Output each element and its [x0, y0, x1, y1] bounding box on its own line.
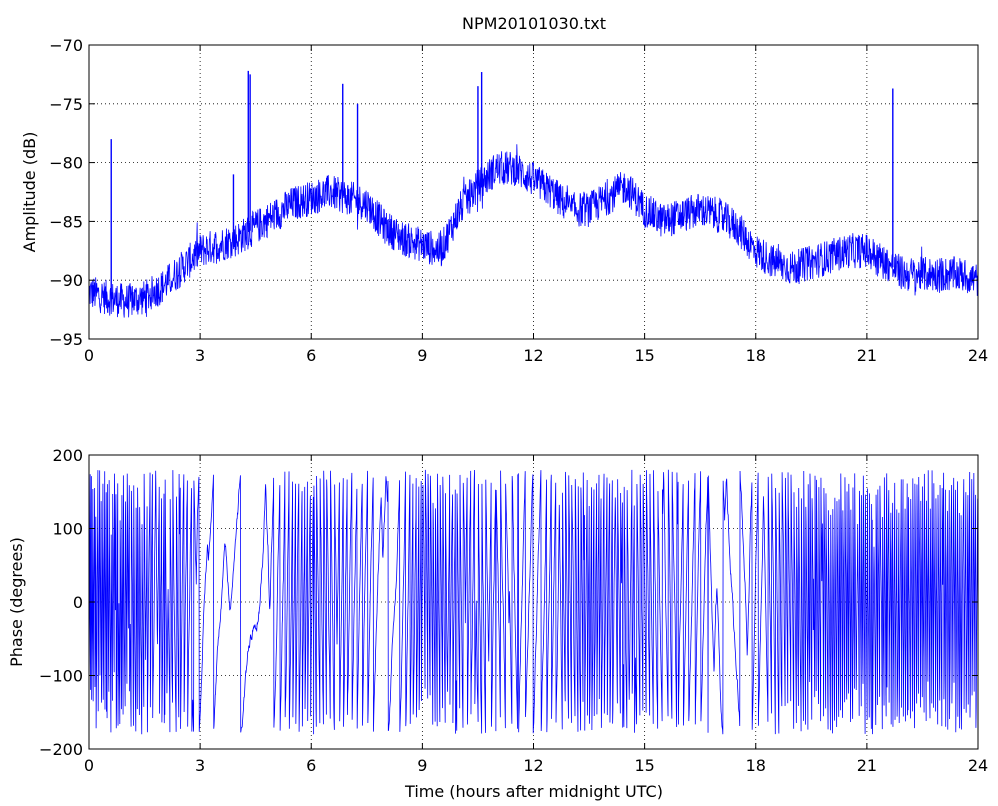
- amplitude-trace: [88, 144, 979, 318]
- amplitude-xtick-label: 6: [306, 346, 316, 365]
- amplitude-grid: [89, 45, 978, 339]
- phase-xtick-label: 18: [746, 756, 766, 775]
- phase-xtick-label: 6: [306, 756, 316, 775]
- amplitude-ytick-label: −90: [49, 271, 83, 290]
- phase-xtick-label: 15: [634, 756, 654, 775]
- amplitude-xtick-label: 15: [634, 346, 654, 365]
- phase-ticks: 0 3 6 9 12 15 18 21 24 −200 −100 0 100 200: [39, 446, 988, 775]
- amplitude-ticks: 0 3 6 9 12 15 18 21 24 −95 −90 −85 −80 −75 −70: [49, 36, 988, 365]
- amplitude-xtick-label: 24: [968, 346, 988, 365]
- phase-ytick-label: 0: [73, 593, 83, 612]
- amplitude-ytick-label: −95: [49, 330, 83, 349]
- amplitude-xtick-label: 3: [195, 346, 205, 365]
- phase-panel: 0 3 6 9 12 15 18 21 24 −200 −100 0 100 200 Phase (deg…: [7, 446, 988, 801]
- amplitude-panel: NPM20101030.txt 0 3 6 9 12 15 18 21 24 −95 −90 −85 −…: [20, 14, 988, 365]
- phase-ytick-label: 100: [52, 520, 83, 539]
- amplitude-y-axis-label: Amplitude (dB): [20, 132, 39, 253]
- phase-xtick-label: 0: [84, 756, 94, 775]
- amplitude-xtick-label: 21: [857, 346, 877, 365]
- amplitude-ytick-label: −80: [49, 154, 83, 173]
- phase-xtick-label: 24: [968, 756, 988, 775]
- amplitude-xtick-label: 18: [746, 346, 766, 365]
- phase-x-axis-label: Time (hours after midnight UTC): [404, 782, 663, 801]
- amplitude-ytick-label: −75: [49, 95, 83, 114]
- phase-ytick-label: 200: [52, 446, 83, 465]
- amplitude-series-line: [88, 70, 979, 318]
- phase-series-line: [88, 469, 979, 735]
- phase-ytick-label: −100: [39, 667, 83, 686]
- amplitude-xtick-label: 9: [417, 346, 427, 365]
- chart-title: NPM20101030.txt: [462, 14, 606, 33]
- phase-trace: [88, 469, 979, 735]
- phase-xtick-label: 3: [195, 756, 205, 775]
- amplitude-xtick-label: 12: [523, 346, 543, 365]
- phase-ytick-label: −200: [39, 740, 83, 759]
- amplitude-ytick-label: −70: [49, 36, 83, 55]
- amplitude-ytick-label: −85: [49, 212, 83, 231]
- phase-y-axis-label: Phase (degrees): [7, 537, 26, 667]
- phase-xtick-label: 9: [417, 756, 427, 775]
- amplitude-xtick-label: 0: [84, 346, 94, 365]
- phase-xtick-label: 12: [523, 756, 543, 775]
- phase-xtick-label: 21: [857, 756, 877, 775]
